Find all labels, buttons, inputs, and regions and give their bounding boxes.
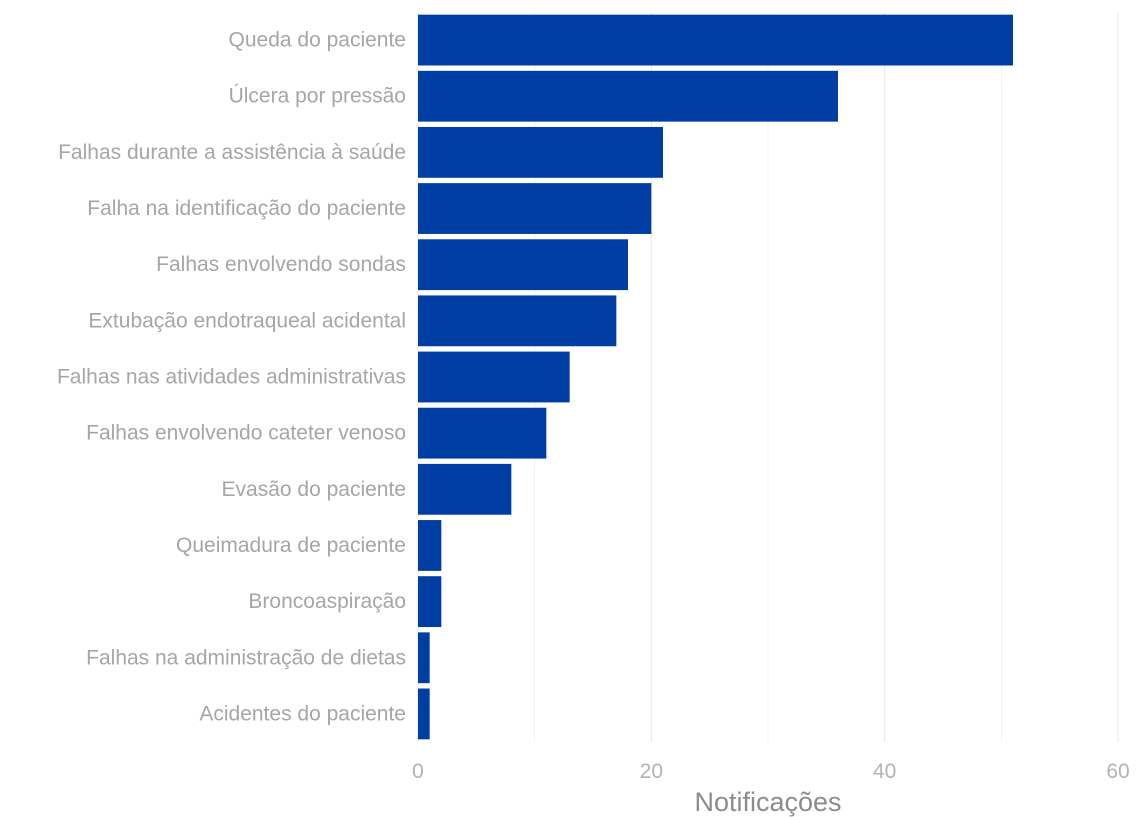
category-label: Queda do paciente (229, 29, 406, 52)
bar (418, 239, 628, 291)
bars (418, 14, 1013, 740)
bar (418, 14, 1013, 66)
x-tick-label: 0 (412, 760, 424, 783)
bar (418, 688, 430, 740)
category-label: Extubação endotraqueal acidental (88, 309, 406, 332)
bar (418, 126, 663, 178)
category-label: Falha na identificação do paciente (87, 197, 406, 220)
category-label: Falhas durante a assistência à saúde (58, 141, 406, 164)
x-tick-label: 40 (873, 760, 896, 783)
bar (418, 407, 547, 459)
category-label: Falhas na administração de dietas (86, 646, 406, 669)
bar (418, 295, 617, 347)
x-tick-labels: 0 20 40 60 (412, 760, 1130, 783)
bar (418, 183, 652, 234)
category-label: Broncoaspiração (248, 590, 406, 613)
category-label: Falhas envolvendo cateter venoso (86, 422, 406, 445)
x-tick-label: 60 (1106, 760, 1129, 783)
category-label: Evasão do paciente (222, 478, 406, 501)
bar (418, 576, 442, 628)
category-label: Falhas envolvendo sondas (156, 253, 406, 276)
category-labels: Queda do paciente Úlcera por pressão Falha… (57, 29, 406, 726)
category-label: Úlcera por pressão (229, 85, 406, 108)
bar (418, 520, 442, 571)
bar (418, 463, 512, 515)
bar (418, 70, 838, 122)
category-label: Acidentes do paciente (199, 702, 406, 725)
x-tick-label: 20 (640, 760, 663, 783)
bar (418, 632, 430, 684)
category-label: Falhas nas atividades administrativas (57, 366, 406, 389)
bar (418, 351, 570, 403)
x-axis-title: Notificações (694, 787, 841, 817)
category-label: Queimadura de paciente (176, 534, 406, 557)
